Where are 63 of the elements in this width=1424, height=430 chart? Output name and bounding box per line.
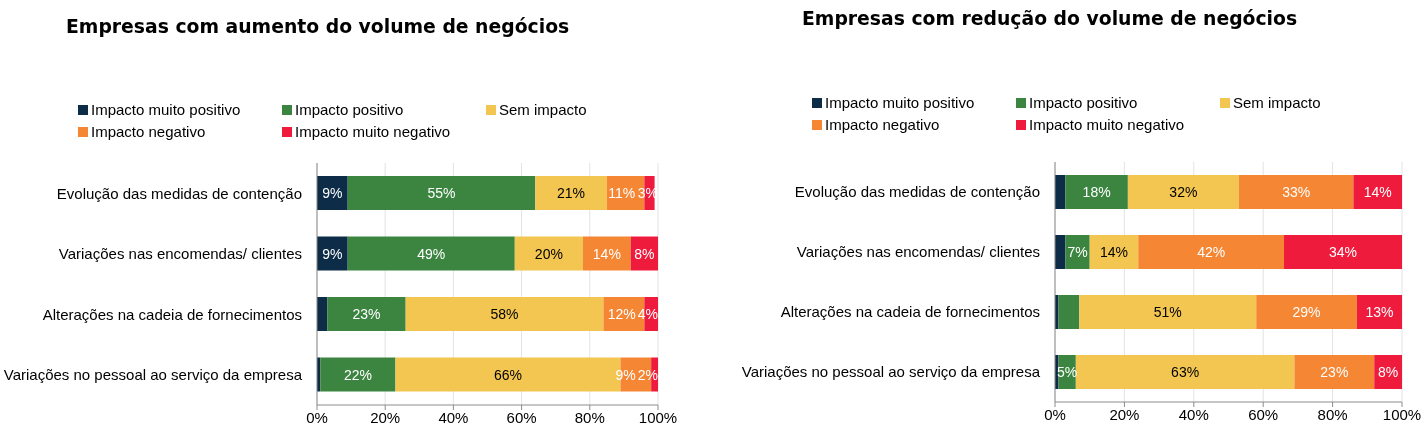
data-label: 58% bbox=[490, 306, 519, 322]
chart-title: Empresas com redução do volume de negócios bbox=[802, 8, 1298, 29]
legend-label: Impacto muito negativo bbox=[295, 123, 451, 140]
data-label: 55% bbox=[427, 185, 456, 201]
x-tick-label: 80% bbox=[574, 408, 605, 426]
x-tick-label: 20% bbox=[1109, 405, 1140, 423]
data-label: 23% bbox=[1320, 364, 1349, 380]
legend-label: Impacto muito negativo bbox=[1029, 116, 1185, 133]
x-tick-label: 40% bbox=[438, 408, 469, 426]
y-tick-label: Evolução das medidas de contenção bbox=[56, 184, 302, 202]
data-label: 8% bbox=[634, 245, 655, 262]
data-label: 49% bbox=[417, 245, 446, 262]
data-label: 20% bbox=[534, 245, 563, 262]
data-label: 2% bbox=[637, 366, 658, 383]
data-label: 9% bbox=[322, 185, 343, 201]
legend-label: Impacto negativo bbox=[825, 116, 940, 133]
data-label: 63% bbox=[1171, 364, 1200, 380]
x-tick-label: 40% bbox=[1178, 405, 1209, 423]
data-label: 21% bbox=[557, 185, 586, 201]
data-label: 9% bbox=[615, 366, 636, 383]
x-tick-label: 0% bbox=[1044, 405, 1066, 423]
data-label: 23% bbox=[352, 306, 381, 322]
x-tick-label: 20% bbox=[370, 408, 401, 426]
data-label: 51% bbox=[1153, 304, 1182, 320]
data-label: 22% bbox=[343, 366, 372, 383]
x-tick-label: 100% bbox=[638, 408, 678, 426]
data-label: 13% bbox=[1365, 304, 1394, 320]
data-label: 11% bbox=[608, 185, 636, 201]
data-label: 42% bbox=[1197, 244, 1226, 260]
y-tick-label: Variações nas encomendas/ clientes bbox=[796, 243, 1040, 261]
x-tick-label: 60% bbox=[506, 408, 537, 426]
y-tick-label: Alterações na cadeia de fornecimentos bbox=[42, 305, 302, 323]
data-label: 32% bbox=[1169, 184, 1198, 200]
legend-label: Impacto muito positivo bbox=[825, 94, 975, 111]
data-label: 66% bbox=[493, 366, 522, 383]
data-label: 4% bbox=[637, 306, 658, 322]
data-label: 34% bbox=[1328, 244, 1358, 260]
x-tick-label: 60% bbox=[1248, 405, 1279, 423]
y-tick-label: Variações no pessoal ao serviço da empresa bbox=[3, 366, 303, 384]
legend-label: Impacto muito positivo bbox=[91, 101, 241, 118]
x-tick-label: 0% bbox=[306, 408, 328, 426]
y-tick-label: Evolução das medidas de contenção bbox=[794, 183, 1040, 201]
chart-title: Empresas com aumento do volume de negócios bbox=[66, 16, 570, 37]
data-label: 14% bbox=[592, 245, 621, 262]
data-label: 14% bbox=[1099, 244, 1129, 260]
legend-label: Impacto positivo bbox=[1029, 94, 1138, 111]
data-label: 12% bbox=[607, 306, 636, 322]
legend-label: Impacto positivo bbox=[295, 101, 404, 118]
y-tick-label: Variações nas encomendas/ clientes bbox=[58, 245, 302, 263]
data-label: 14% bbox=[1363, 184, 1392, 200]
data-label: 8% bbox=[1378, 364, 1399, 380]
data-label: 29% bbox=[1292, 304, 1321, 320]
legend-label: Sem impacto bbox=[499, 101, 587, 118]
data-label: 9% bbox=[322, 245, 343, 262]
data-label: 18% bbox=[1082, 184, 1111, 200]
x-tick-label: 100% bbox=[1382, 405, 1422, 423]
legend-label: Impacto negativo bbox=[91, 123, 206, 140]
y-tick-label: Variações no pessoal ao serviço da empresa bbox=[741, 363, 1041, 381]
x-tick-label: 80% bbox=[1317, 405, 1348, 423]
data-label: 33% bbox=[1282, 184, 1311, 200]
data-label: 7% bbox=[1067, 244, 1088, 260]
y-tick-label: Alterações na cadeia de fornecimentos bbox=[780, 303, 1040, 321]
legend-label: Sem impacto bbox=[1233, 94, 1321, 111]
